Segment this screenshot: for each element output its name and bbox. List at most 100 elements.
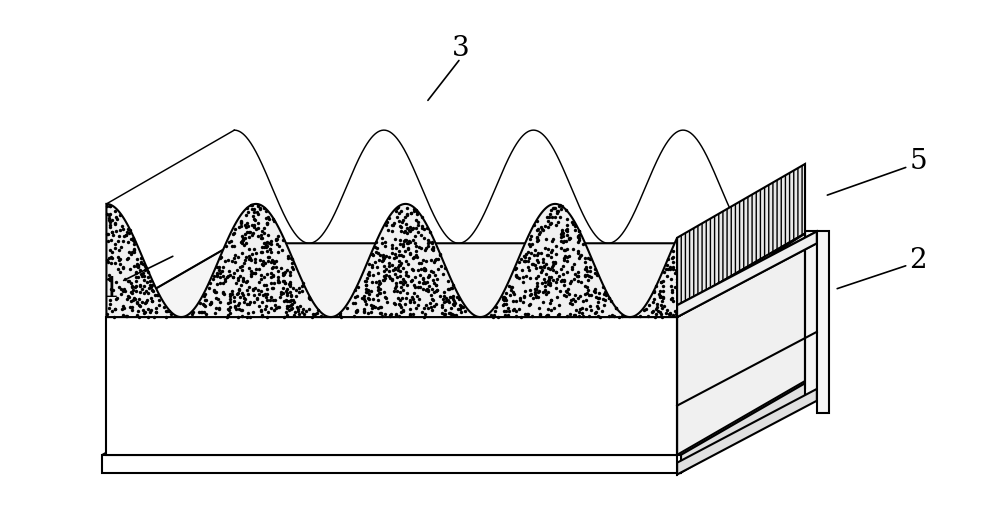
Point (381, 214, 397, 223)
Point (226, 229, 242, 237)
Point (126, 237, 142, 245)
Point (222, 303, 238, 311)
Point (105, 285, 121, 294)
Point (656, 267, 672, 276)
Point (109, 294, 125, 303)
Point (213, 253, 229, 261)
Point (398, 271, 414, 279)
Point (561, 251, 577, 259)
Point (416, 225, 432, 233)
Point (519, 310, 535, 318)
Point (231, 285, 247, 293)
Point (265, 284, 281, 292)
Point (566, 275, 582, 283)
Point (424, 284, 440, 293)
Point (102, 300, 118, 308)
Point (549, 275, 565, 283)
Point (107, 218, 123, 227)
Point (428, 255, 444, 264)
Point (124, 305, 140, 314)
Point (99, 309, 115, 318)
Point (517, 253, 533, 262)
Point (501, 281, 517, 290)
Point (265, 263, 281, 271)
Point (214, 267, 230, 275)
Point (407, 232, 423, 240)
Point (364, 304, 380, 313)
Polygon shape (677, 389, 817, 475)
Point (409, 292, 425, 301)
Point (530, 258, 546, 267)
Point (111, 256, 127, 264)
Point (415, 284, 431, 293)
Point (103, 259, 119, 267)
Point (564, 218, 580, 226)
Point (239, 204, 255, 213)
Point (244, 205, 260, 213)
Point (409, 207, 425, 216)
Point (133, 269, 149, 278)
Point (360, 309, 376, 318)
Point (541, 213, 557, 221)
Point (577, 281, 593, 290)
Point (266, 217, 282, 225)
Point (543, 272, 559, 281)
Point (260, 252, 276, 261)
Point (411, 295, 427, 303)
Point (649, 301, 665, 309)
Point (420, 286, 436, 294)
Point (225, 272, 241, 281)
Point (429, 275, 445, 283)
Point (124, 281, 140, 290)
Point (243, 267, 259, 276)
Point (397, 300, 413, 308)
Point (209, 269, 225, 277)
Point (260, 231, 276, 239)
Point (503, 282, 519, 291)
Point (393, 207, 409, 215)
Point (508, 272, 524, 280)
Point (259, 218, 275, 227)
Point (253, 234, 269, 242)
Point (357, 297, 373, 305)
Point (258, 241, 274, 250)
Point (364, 278, 380, 287)
Point (660, 255, 676, 263)
Point (239, 300, 255, 308)
Point (413, 259, 429, 267)
Point (132, 282, 148, 290)
Point (418, 301, 434, 309)
Point (562, 298, 578, 307)
Point (138, 264, 154, 272)
Polygon shape (102, 455, 681, 473)
Point (402, 296, 418, 304)
Point (288, 286, 304, 294)
Point (588, 308, 604, 316)
Point (104, 228, 120, 237)
Point (221, 238, 237, 246)
Point (547, 257, 563, 266)
Point (264, 256, 280, 264)
Point (574, 304, 590, 312)
Point (241, 300, 257, 308)
Point (514, 266, 530, 275)
Point (567, 291, 583, 299)
Point (408, 251, 424, 259)
Point (215, 263, 231, 271)
Point (235, 276, 251, 284)
Point (245, 285, 261, 294)
Point (136, 289, 152, 297)
Point (116, 285, 132, 294)
Point (438, 294, 454, 303)
Point (655, 293, 671, 302)
Point (445, 292, 461, 301)
Point (240, 208, 256, 216)
Point (364, 250, 380, 258)
Point (257, 305, 273, 313)
Point (378, 252, 394, 260)
Point (231, 223, 247, 231)
Point (569, 271, 585, 280)
Point (393, 227, 409, 235)
Point (354, 294, 370, 302)
Point (570, 238, 586, 246)
